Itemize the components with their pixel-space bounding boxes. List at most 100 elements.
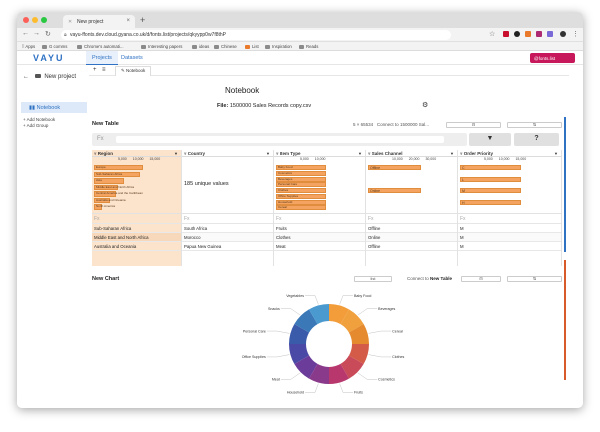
bookmark-star-icon[interactable]: ☆ xyxy=(489,31,496,38)
caret-down-icon[interactable]: ▼ xyxy=(174,151,178,156)
table-cell[interactable]: Morocco xyxy=(182,233,273,242)
table-cell[interactable]: M xyxy=(458,224,561,233)
bookmark-item[interactable]: ideas xyxy=(192,44,209,49)
histogram-bar[interactable]: H xyxy=(460,199,522,205)
caret-down-icon[interactable]: ▼ xyxy=(358,151,362,156)
histogram-bar[interactable]: Online xyxy=(368,188,422,194)
column-header[interactable]: ⩔ Order Priority ▼ xyxy=(458,150,561,157)
bookmark-item[interactable]: Chrome's automati... xyxy=(77,44,124,49)
reload-icon[interactable]: ↻ xyxy=(45,31,51,38)
column-header[interactable]: ⩔ Country ▼ xyxy=(182,150,273,157)
browser-menu-icon[interactable]: ⋮ xyxy=(572,31,579,38)
table-action-button[interactable]: ⊟ xyxy=(446,122,501,128)
table-cell[interactable]: Offline xyxy=(366,242,457,251)
histogram-bar[interactable]: Offline xyxy=(368,165,422,171)
forward-icon[interactable]: → xyxy=(33,30,40,37)
histogram-bar[interactable]: Cereal xyxy=(276,205,327,211)
table-cell[interactable]: Sub-Saharan Africa xyxy=(92,224,181,233)
formula-input[interactable] xyxy=(116,136,444,143)
histogram-bar[interactable]: Cosmetics xyxy=(276,170,327,176)
caret-down-icon[interactable]: ▼ xyxy=(450,151,454,156)
donut-slice[interactable] xyxy=(329,304,349,325)
bookmark-item[interactable]: Inspiration xyxy=(265,44,292,49)
histogram-bar[interactable]: L xyxy=(460,176,522,182)
histogram-bar[interactable]: Sub-Saharan Africa xyxy=(94,171,140,177)
extension-icon[interactable] xyxy=(547,31,553,37)
donut-slice[interactable] xyxy=(309,304,329,325)
histogram-bar[interactable]: Clothes xyxy=(276,188,327,194)
maximize-window-icon[interactable] xyxy=(41,17,47,23)
extension-icon[interactable] xyxy=(525,31,531,37)
add-notebook-link[interactable]: + Add Notebook xyxy=(23,117,56,122)
histogram-bar[interactable]: Baby Food xyxy=(276,165,327,171)
donut-slice[interactable] xyxy=(294,309,318,333)
table-action-button[interactable]: ⇅ xyxy=(507,122,562,128)
table-cell[interactable]: South Africa xyxy=(182,224,273,233)
table-cell[interactable]: Clothes xyxy=(274,233,365,242)
extension-icon[interactable] xyxy=(514,31,520,37)
settings-icon[interactable]: ⚙︎ xyxy=(422,102,429,109)
histogram-bar[interactable]: Asia xyxy=(94,178,124,184)
bookmark-item[interactable]: G comms xyxy=(42,44,67,49)
histogram-bar[interactable]: C xyxy=(460,165,522,171)
url-field[interactable]: 🔒︎ vayu-ffonts.dev.cloud.gyana.co.uk/d/f… xyxy=(61,30,451,40)
donut-slice[interactable] xyxy=(340,355,364,379)
donut-slice[interactable] xyxy=(329,363,349,384)
histogram-bar[interactable]: Household xyxy=(276,199,327,205)
table-cell[interactable]: M xyxy=(458,242,561,251)
donut-slice[interactable] xyxy=(289,344,310,364)
donut-slice[interactable] xyxy=(348,344,369,364)
extension-icon[interactable] xyxy=(536,31,542,37)
bookmark-item[interactable]: List xyxy=(245,44,259,49)
table-cell[interactable]: Meat xyxy=(274,242,365,251)
table-cell[interactable]: Australia and Oceania xyxy=(92,242,181,251)
tab-notebook[interactable]: ✎ Notebook xyxy=(115,66,152,76)
column-formula-cell[interactable]: Fx xyxy=(274,214,365,224)
close-window-icon[interactable] xyxy=(23,17,29,23)
column-header[interactable]: ⩔ Region ▼ xyxy=(92,150,181,157)
table-cell[interactable]: Middle East and North Africa xyxy=(92,233,181,242)
table-cell[interactable]: Online xyxy=(366,233,457,242)
tab-datasets[interactable]: Datasets xyxy=(121,55,143,61)
chart-action-button[interactable]: list xyxy=(354,276,392,282)
table-cell[interactable]: Offline xyxy=(366,224,457,233)
histogram-bar[interactable]: Australia and Oceania xyxy=(94,197,126,204)
chart-action-button[interactable]: ⊟ xyxy=(461,276,501,282)
filter-button[interactable]: ▼ xyxy=(469,133,511,146)
table-cell[interactable]: Papua New Guinea xyxy=(182,242,273,251)
donut-chart[interactable]: Baby Food Beverages Cereal Clothes Cosmetics… xyxy=(209,284,449,404)
column-formula-cell[interactable]: Fx xyxy=(182,214,273,224)
histogram-bar[interactable]: Office Supplies xyxy=(276,193,327,199)
caret-down-icon[interactable]: ▼ xyxy=(266,151,270,156)
column-formula-cell[interactable]: Fx xyxy=(458,214,561,224)
tab-projects[interactable]: Projects xyxy=(86,51,118,65)
caret-down-icon[interactable]: ▼ xyxy=(554,151,558,156)
donut-slice[interactable] xyxy=(294,355,318,379)
donut-slice[interactable] xyxy=(340,309,364,333)
back-icon[interactable]: ← xyxy=(22,30,29,37)
histogram-bar[interactable]: North America xyxy=(94,204,116,210)
bookmark-item[interactable]: Interesting papers xyxy=(141,44,182,49)
bookmark-item[interactable]: Reads xyxy=(299,44,318,49)
minimize-window-icon[interactable] xyxy=(32,17,38,23)
add-icon[interactable]: + xyxy=(93,67,97,73)
list-icon[interactable]: ≡ xyxy=(102,67,106,73)
column-header[interactable]: ⩔ Item Type ▼ xyxy=(274,150,365,157)
histogram-bar[interactable]: Personal Care xyxy=(276,182,327,188)
extension-icon[interactable] xyxy=(503,31,509,37)
add-group-link[interactable]: + Add Group xyxy=(23,123,49,128)
donut-slice[interactable] xyxy=(289,324,310,344)
back-arrow-icon[interactable]: ← xyxy=(23,74,29,80)
table-cell[interactable]: M xyxy=(458,233,561,242)
column-formula-cell[interactable]: Fx xyxy=(366,214,457,224)
browser-tab[interactable]: ✕ New project × xyxy=(63,15,135,28)
histogram-bar[interactable]: M xyxy=(460,188,522,194)
table-cell[interactable]: Fruits xyxy=(274,224,365,233)
bookmark-apps[interactable]: ⁞⁞ Apps xyxy=(22,44,36,49)
donut-slice[interactable] xyxy=(309,363,329,384)
user-button[interactable]: @fonts.list xyxy=(530,53,575,63)
chart-action-button[interactable]: ⇅ xyxy=(507,276,562,282)
histogram-bar[interactable]: Beverages xyxy=(276,176,327,182)
sidebar-item-notebook[interactable]: ▮▮ Notebook xyxy=(21,102,87,113)
app-logo[interactable]: VAYU xyxy=(33,53,65,63)
